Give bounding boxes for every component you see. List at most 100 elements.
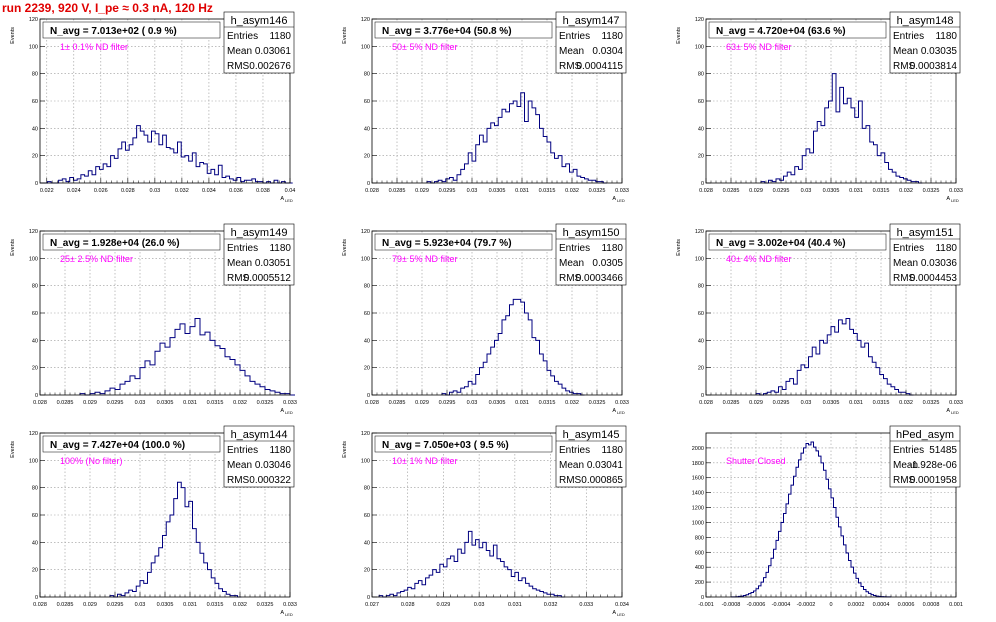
y-tick-label: 40	[698, 338, 704, 344]
stats-mean-label: Mean	[559, 258, 584, 269]
stats-entries-label: Entries	[227, 445, 258, 456]
x-tick-label: 0.0305	[157, 602, 174, 608]
x-tick-label: 0.0315	[873, 188, 890, 194]
x-axis-label-subscript: LED	[617, 410, 625, 415]
stats-rms-value: 0.0005512	[244, 273, 292, 284]
y-tick-label: 120	[29, 17, 38, 23]
y-axis-label: Events	[10, 239, 16, 256]
y-tick-label: 80	[32, 486, 38, 492]
stats-entries-value: 1180	[601, 31, 623, 42]
x-tick-label: 0.0008	[923, 602, 940, 608]
stats-entries-value: 1180	[935, 243, 957, 254]
x-tick-label: 0.033	[615, 188, 629, 194]
y-tick-label: 120	[361, 17, 370, 23]
y-axis-label: Events	[676, 239, 682, 256]
x-tick-label: 0.0325	[923, 400, 940, 406]
panel-title-box	[374, 233, 553, 251]
stats-box	[555, 11, 627, 74]
x-axis-label: A	[946, 196, 950, 202]
y-tick-label: 20	[32, 568, 38, 574]
y-axis-label: Events	[342, 27, 348, 44]
stats-entries-label: Entries	[893, 31, 924, 42]
y-axis-label: Events	[342, 441, 348, 458]
y-tick-label: 80	[32, 72, 38, 78]
stats-entries-label: Entries	[227, 243, 258, 254]
x-axis-label: A	[612, 408, 616, 414]
stats-histogram-name: h_asym147	[563, 15, 620, 27]
x-tick-label: 0.032	[233, 400, 247, 406]
x-tick-label: 0.0295	[107, 400, 124, 406]
x-tick-label: -0.001	[698, 602, 714, 608]
x-tick-label: 0.029	[415, 400, 429, 406]
x-tick-label: 0.028	[699, 188, 713, 194]
x-tick-label: 0.032	[233, 602, 247, 608]
stats-box	[889, 425, 961, 488]
stats-rms-value: 0.0003814	[910, 61, 958, 72]
stats-entries-value: 1180	[601, 243, 623, 254]
y-tick-label: 800	[695, 535, 704, 541]
histogram-panel-h_asym150: 0.028 0.0285 0.029 0.0295 0.03 0.0305 0.031 0.0…	[342, 223, 629, 415]
stats-rms-label: RMS	[559, 475, 582, 486]
x-tick-label: 0.033	[283, 602, 297, 608]
stats-mean-value: 0.03035	[921, 46, 958, 57]
x-tick-label: 0.034	[202, 188, 216, 194]
x-tick-label: 0.0305	[823, 188, 840, 194]
y-axis-label: Events	[342, 239, 348, 256]
panel-title: N_avg = 3.776e+04 (50.8 %)	[382, 26, 512, 37]
y-tick-label: 20	[364, 366, 370, 372]
y-tick-label: 60	[364, 311, 370, 317]
x-tick-label: 0.0006	[898, 602, 915, 608]
stats-entries-label: Entries	[227, 31, 258, 42]
x-tick-label: 0.033	[949, 188, 963, 194]
x-tick-label: 0.0295	[773, 188, 790, 194]
x-tick-label: 0.028	[365, 400, 379, 406]
y-tick-label: 120	[361, 229, 370, 235]
stats-mean-value: 0.03051	[255, 258, 292, 269]
x-axis-label: A	[280, 408, 284, 414]
panel-title: N_avg = 5.923e+04 (79.7 %)	[382, 238, 512, 249]
y-tick-label: 60	[698, 311, 704, 317]
stats-box	[889, 11, 961, 74]
x-tick-label: 0.0285	[723, 400, 740, 406]
y-tick-label: 1400	[692, 491, 704, 497]
x-tick-label: 0.0305	[489, 400, 506, 406]
y-tick-label: 40	[698, 126, 704, 132]
stats-box	[223, 11, 295, 74]
stats-rms-label: RMS	[893, 61, 916, 72]
panel-title: N_avg = 3.002e+04 (40.4 %)	[716, 238, 846, 249]
stats-entries-label: Entries	[559, 31, 590, 42]
x-tick-label: 0.032	[175, 188, 189, 194]
stats-mean-value: 0.03036	[921, 258, 958, 269]
x-tick-label: 0.026	[94, 188, 108, 194]
stats-rms-value: 0.000322	[249, 475, 291, 486]
histogram-line	[79, 317, 295, 396]
y-tick-label: 400	[695, 565, 704, 571]
stats-rms-value: 0.0004115	[576, 61, 623, 72]
panel-title-box	[708, 21, 887, 39]
x-tick-label: 0.031	[515, 188, 529, 194]
x-tick-label: 0.0325	[589, 188, 606, 194]
y-tick-label: 0	[701, 595, 704, 601]
stats-entries-label: Entries	[559, 243, 590, 254]
x-axis-label-subscript: LED	[285, 612, 293, 617]
histogram-line	[441, 298, 585, 396]
stats-mean-label: Mean	[893, 258, 918, 269]
x-tick-label: 0.0325	[589, 400, 606, 406]
y-tick-label: 0	[701, 393, 704, 399]
x-axis-label: A	[280, 610, 284, 616]
x-tick-label: 0.031	[183, 602, 197, 608]
x-tick-label: 0.029	[437, 602, 451, 608]
y-tick-label: 0	[367, 393, 370, 399]
x-tick-label: 0.027	[365, 602, 379, 608]
histogram-panel-hPed_asym: -0.001 -0.0008 -0.0006 -0.0004 -0.0002 0 0.000…	[692, 425, 963, 608]
y-tick-label: 120	[695, 17, 704, 23]
panel-title: N_avg = 4.720e+04 (63.6 %)	[716, 26, 846, 37]
y-tick-label: 20	[698, 366, 704, 372]
filter-annotation: 25± 2.5% ND filter	[60, 254, 133, 264]
x-tick-label: 0.03	[467, 400, 478, 406]
histogram-panel-h_asym151: 0.028 0.0285 0.029 0.0295 0.03 0.0305 0.031 0.0…	[676, 223, 963, 415]
x-tick-label: 0.0285	[389, 400, 406, 406]
histogram-line	[760, 73, 923, 184]
x-tick-label: -0.0004	[772, 602, 791, 608]
stats-rms-value: 0.0003466	[576, 273, 624, 284]
